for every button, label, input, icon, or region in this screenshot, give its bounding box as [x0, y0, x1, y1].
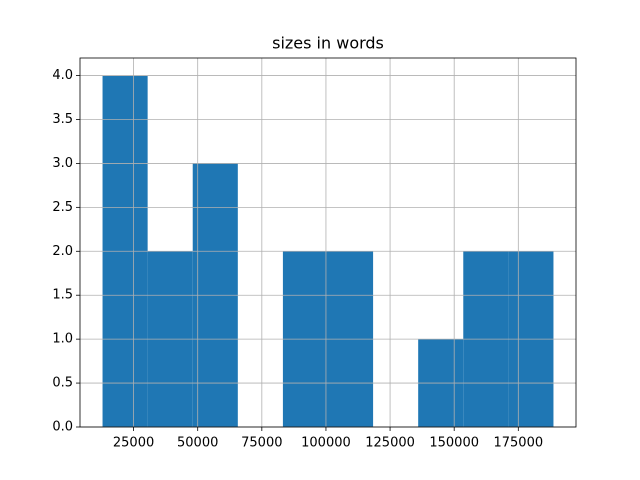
x-tick-label: 25000: [113, 436, 154, 451]
y-tick-label: 3.0: [52, 156, 73, 171]
y-tick-label: 3.5: [52, 112, 73, 127]
y-tick-label: 2.0: [52, 244, 73, 259]
y-tick-label: 1.0: [52, 332, 73, 347]
y-tick-label: 0.0: [52, 420, 73, 435]
y-tick-label: 4.0: [52, 68, 73, 83]
x-tick-label: 125000: [365, 436, 415, 451]
axes-frame: [79, 57, 577, 428]
x-tick-label: 50000: [177, 436, 218, 451]
x-tick-label: 175000: [493, 436, 543, 451]
x-tick-label: 100000: [301, 436, 351, 451]
x-tick-label: 75000: [241, 436, 282, 451]
y-tick-label: 2.5: [52, 200, 73, 215]
x-tick-label: 150000: [429, 436, 479, 451]
y-tick-label: 0.5: [52, 376, 73, 391]
y-tick-label: 1.5: [52, 288, 73, 303]
chart-title: sizes in words: [272, 34, 384, 53]
